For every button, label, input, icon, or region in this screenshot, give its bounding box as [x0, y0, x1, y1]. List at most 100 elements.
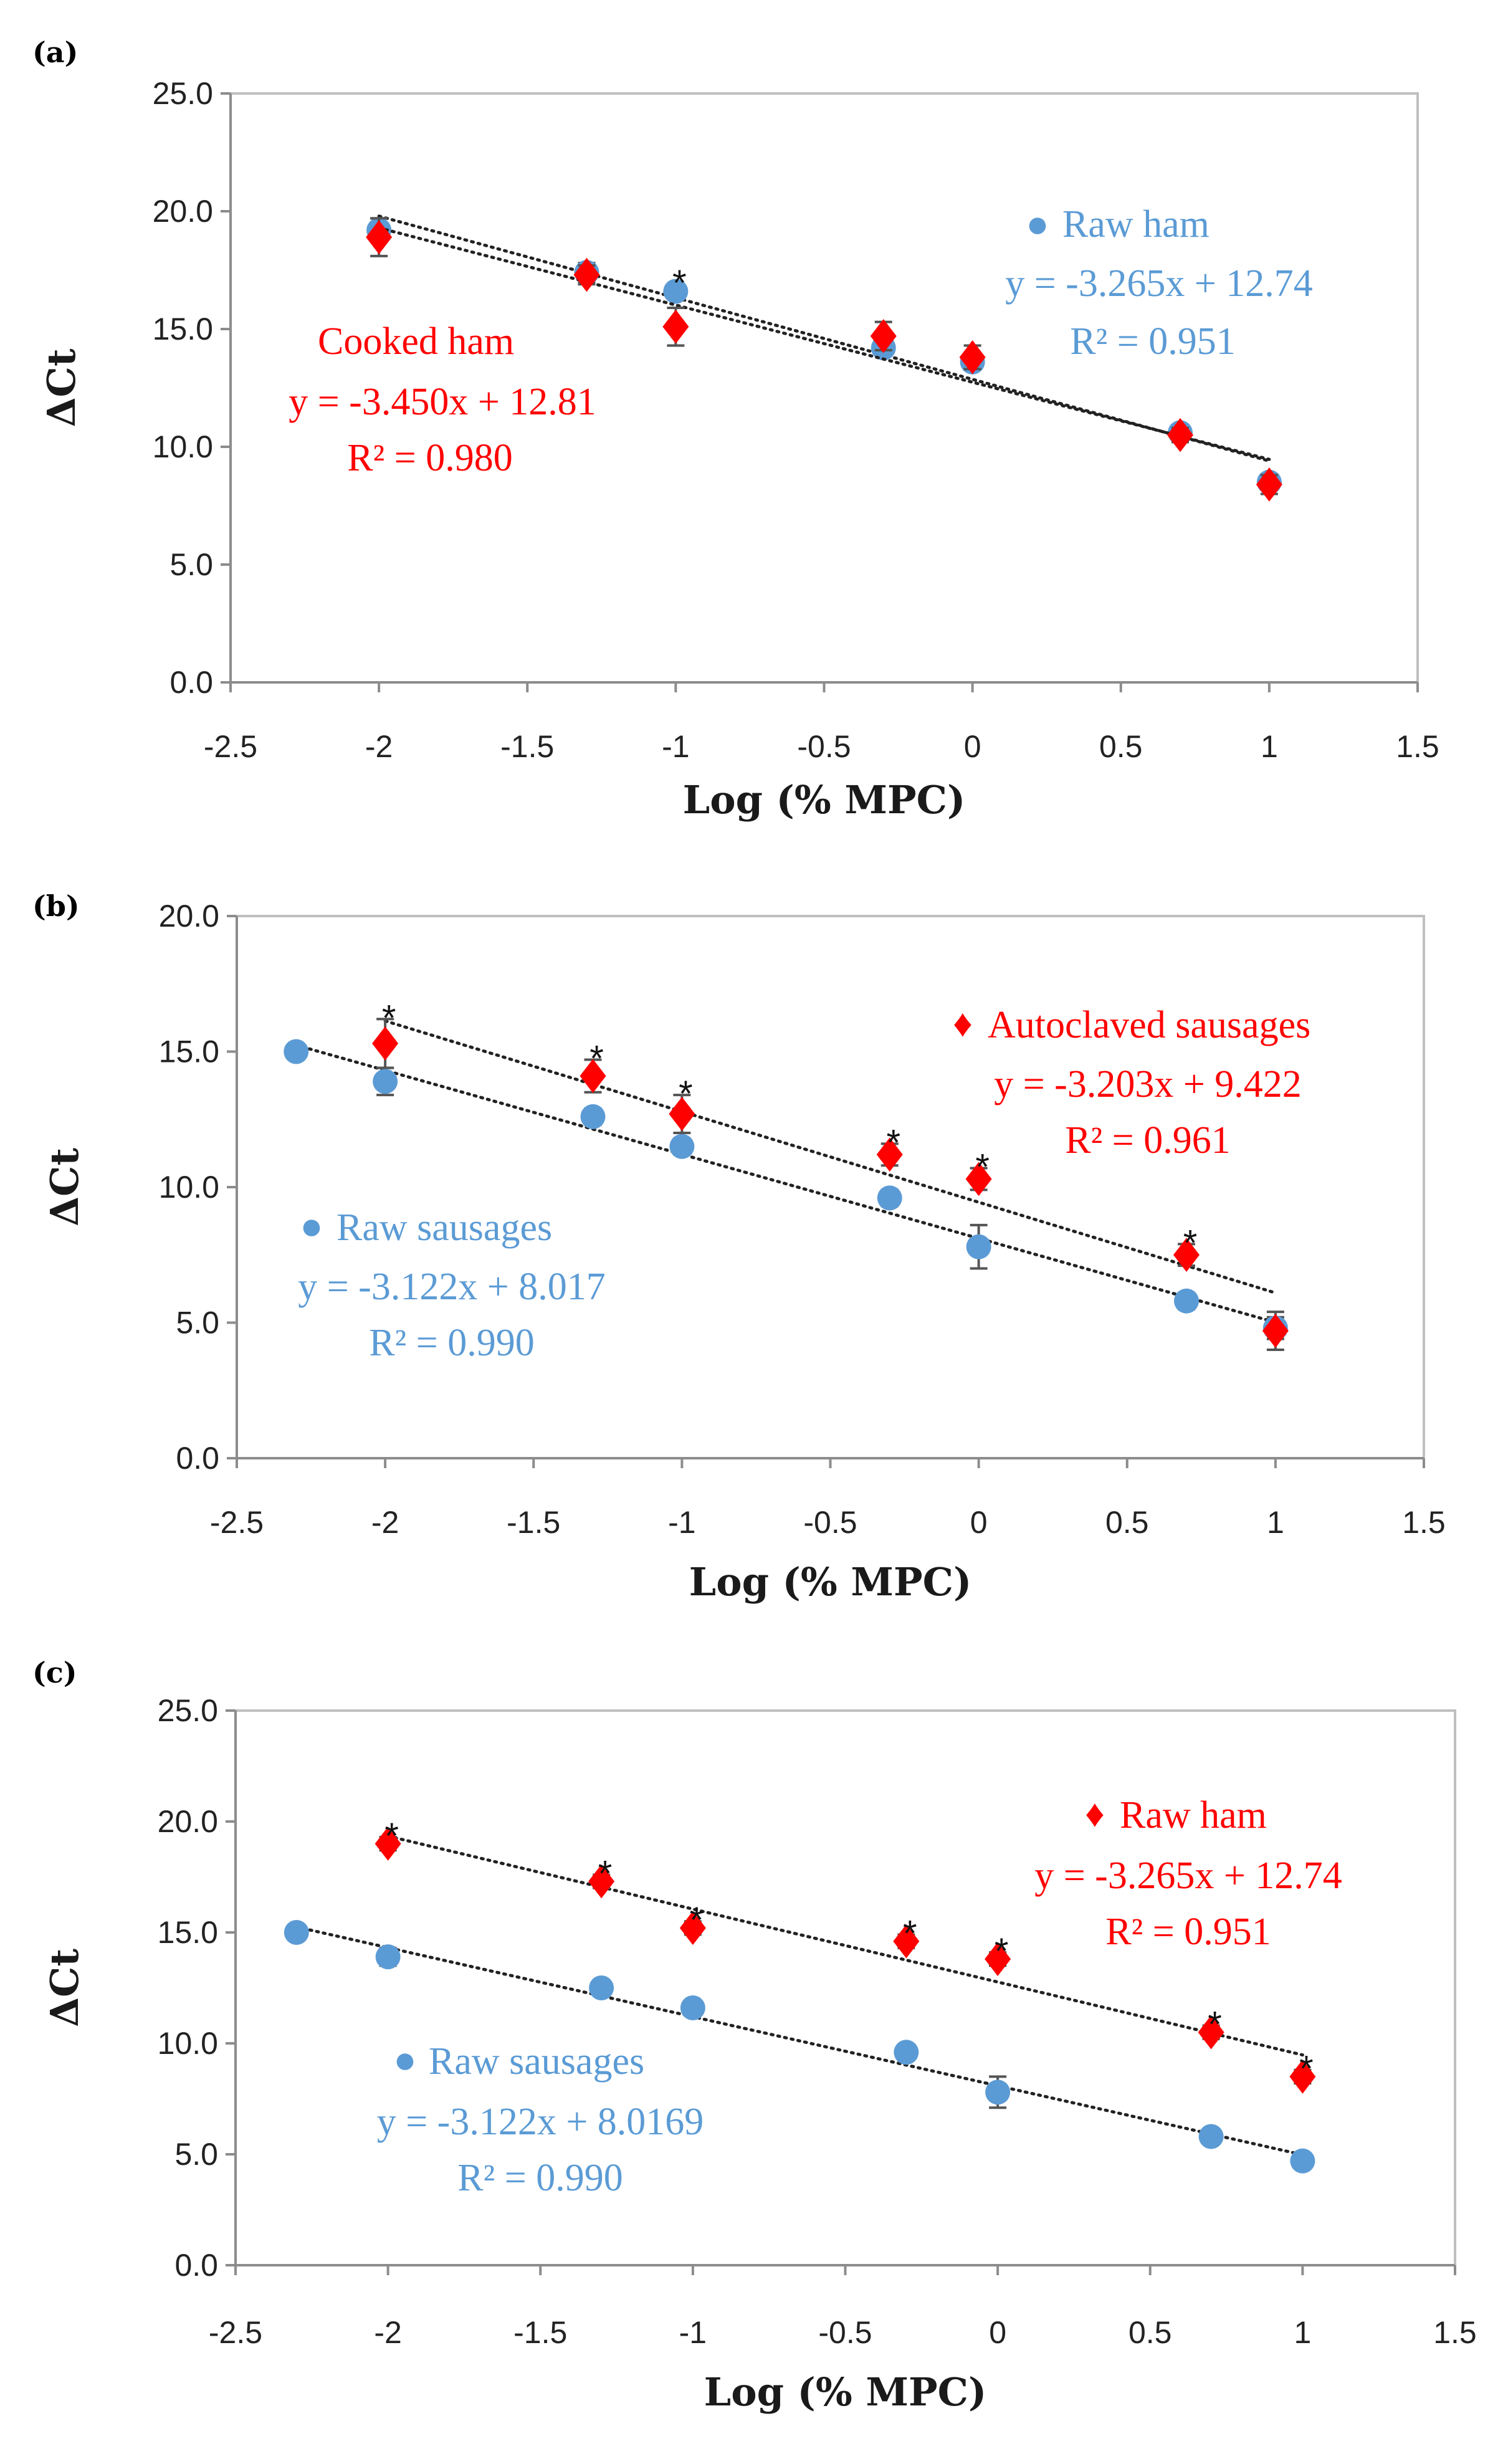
significance-asterisk: * — [679, 1074, 693, 1114]
y-tick-label: 15.0 — [159, 1034, 219, 1069]
data-point — [1198, 2124, 1224, 2149]
data-point — [1174, 1288, 1199, 1314]
trendline — [386, 1834, 1304, 2057]
data-point — [662, 309, 689, 344]
x-tick-label: -2.5 — [210, 1505, 264, 1540]
legend-autoclaved-sausages: ♦ Autoclaved sausages y = -3.203x + 9.422 R… — [953, 1003, 1310, 1162]
regression-equation: y = -3.265x + 12.74 — [1005, 262, 1313, 305]
x-tick-label: -2.5 — [204, 729, 257, 764]
y-tick-label: 0.0 — [174, 2248, 218, 2283]
data-point — [876, 1137, 903, 1172]
significance-asterisk: * — [598, 1853, 613, 1894]
y-tick-label: 5.0 — [174, 2137, 218, 2172]
trendline — [295, 1925, 1304, 2157]
y-tick-label: 10.0 — [159, 1170, 219, 1205]
significance-asterisk: * — [672, 263, 687, 303]
data-point — [669, 1134, 695, 1159]
r-squared: R² = 0.980 — [347, 437, 512, 479]
r-squared: R² = 0.990 — [457, 2157, 623, 2199]
x-tick-label: 0.5 — [1099, 729, 1143, 764]
y-axis-title: ΔCt — [42, 1148, 87, 1226]
x-tick-label: -0.5 — [803, 1505, 857, 1540]
data-point — [589, 1975, 614, 2000]
significance-asterisk: * — [886, 1122, 900, 1163]
y-axis-title: ΔCt — [42, 1949, 87, 2027]
x-tick-label: 0.5 — [1128, 2315, 1172, 2350]
data-point — [985, 2080, 1011, 2105]
data-point — [1289, 2060, 1316, 2094]
legend-raw-sausages: ● Raw sausages y = -3.122x + 8.0169 R² = 0.… — [377, 2039, 704, 2199]
r-squared: R² = 0.951 — [1070, 320, 1235, 363]
y-tick-label: 15.0 — [153, 312, 213, 346]
data-point — [877, 1185, 902, 1211]
panel-label: (a) — [32, 36, 78, 69]
y-tick-label: 10.0 — [158, 2026, 218, 2061]
panel-label: (b) — [32, 889, 80, 923]
data-point — [573, 257, 600, 292]
x-tick-label: 1.5 — [1433, 2315, 1477, 2350]
legend-label: Raw ham — [1062, 203, 1210, 246]
data-point — [1290, 2148, 1315, 2174]
data-point — [965, 1162, 992, 1196]
data-point — [588, 1864, 615, 1899]
x-tick-label: -1.5 — [513, 2315, 567, 2350]
x-tick-label: 1.5 — [1402, 1505, 1446, 1540]
legend-raw-sausages: ● Raw sausages y = -3.122x + 8.017 R² = 0.9… — [298, 1205, 606, 1364]
y-axis-title: ΔCt — [39, 348, 84, 427]
regression-equation: y = -3.265x + 12.74 — [1034, 1855, 1342, 1897]
data-point — [679, 1911, 706, 1946]
y-tick-label: 20.0 — [158, 1804, 218, 1839]
legend-raw-ham: ● Raw ham y = -3.265x + 12.74 R² = 0.951 — [1005, 203, 1313, 363]
x-tick-label: -2 — [374, 2315, 401, 2350]
x-tick-label: -2 — [365, 729, 393, 764]
trendline — [294, 1043, 1277, 1324]
plot-area-border — [236, 915, 1425, 1459]
legend-label: Autoclaved sausages — [988, 1004, 1310, 1046]
data-point — [870, 319, 897, 353]
y-tick-label: 15.0 — [158, 1915, 218, 1950]
x-tick-label: -1 — [668, 1505, 695, 1540]
data-point — [284, 1039, 309, 1064]
r-squared: R² = 0.951 — [1105, 1911, 1271, 1953]
x-tick-label: -2 — [371, 1505, 399, 1540]
r-squared: R² = 0.990 — [369, 1322, 534, 1364]
y-tick-label: 10.0 — [153, 429, 213, 464]
significance-asterisk: * — [1183, 1223, 1198, 1263]
r-squared: R² = 0.961 — [1065, 1119, 1230, 1162]
trendline — [383, 1019, 1277, 1295]
series-raw-sausages — [284, 1920, 1315, 2174]
chart-panel-b: (b) 0.0 5.0 10.0 15.0 20.0 -2.5 -2 -1.5 -1 -0.5 0 0.… — [32, 889, 1446, 1605]
series-autoclaved-sausages — [372, 1018, 1289, 1351]
legend-label: Cooked ham — [318, 320, 514, 363]
plot-area-border — [234, 1709, 1456, 2266]
data-point — [894, 2040, 919, 2065]
x-tick-label: 0 — [970, 1505, 988, 1540]
y-tick-label: 25.0 — [158, 1693, 218, 1728]
data-point — [375, 1944, 401, 1970]
legend-marker-icon: ♦ — [953, 1003, 973, 1045]
legend-raw-ham: ♦ Raw ham y = -3.265x + 12.74 R² = 0.951 — [1034, 1793, 1342, 1953]
data-point — [373, 1069, 398, 1094]
x-axis-title: Log (% MPC) — [689, 1559, 972, 1605]
x-tick-label: -1.5 — [500, 729, 554, 764]
significance-asterisk: * — [903, 1914, 917, 1954]
significance-asterisk: * — [690, 1900, 704, 1941]
significance-asterisk: * — [384, 1816, 399, 1856]
y-tick-label: 5.0 — [169, 547, 213, 582]
x-axis-title: Log (% MPC) — [704, 2369, 987, 2415]
x-tick-label: 0 — [989, 2315, 1006, 2350]
data-point — [1262, 1314, 1289, 1348]
data-point — [580, 1059, 606, 1093]
significance-asterisk: * — [382, 998, 396, 1038]
legend-label: Raw ham — [1120, 1794, 1267, 1836]
legend-marker-icon: ● — [393, 2039, 416, 2081]
legend-label: Raw sausages — [336, 1206, 552, 1249]
x-tick-label: -1.5 — [507, 1505, 560, 1540]
data-point — [580, 1104, 606, 1129]
x-tick-label: 0.5 — [1105, 1505, 1149, 1540]
regression-equation: y = -3.203x + 9.422 — [994, 1063, 1302, 1105]
data-point — [1167, 418, 1193, 452]
significance-asterisk: * — [1208, 2005, 1222, 2045]
x-tick-label: -1 — [679, 2315, 707, 2350]
